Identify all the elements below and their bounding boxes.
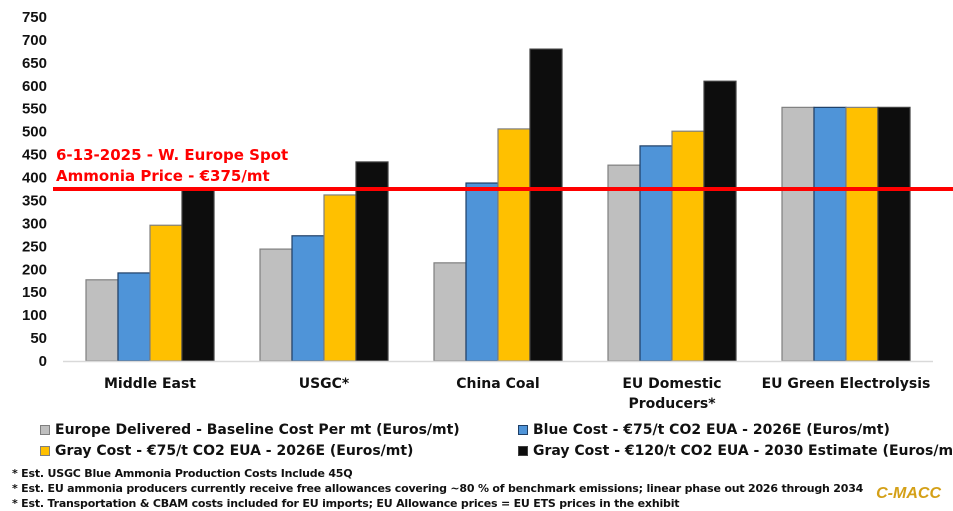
y-tick-label: 750 xyxy=(22,9,47,26)
bar-0-0 xyxy=(85,279,119,362)
x-tick-label: Producers* xyxy=(628,396,716,412)
bar-1-3 xyxy=(355,161,389,362)
bar-4-2 xyxy=(845,106,879,362)
legend-label: Gray Cost - €75/t CO2 EUA - 2026E (Euros… xyxy=(55,443,414,459)
legend-label: Europe Delivered - Baseline Cost Per mt … xyxy=(55,422,460,438)
bar-3-2 xyxy=(671,130,705,362)
footnote: * Est. Transportation & CBAM costs inclu… xyxy=(12,497,680,510)
x-tick-label: EU Green Electrolysis xyxy=(762,376,931,392)
y-tick-label: 300 xyxy=(22,215,47,232)
y-tick-label: 150 xyxy=(22,284,47,301)
y-tick-label: 450 xyxy=(22,147,47,164)
brand-logo: C-MACC xyxy=(876,485,941,502)
y-tick-label: 50 xyxy=(30,330,47,347)
x-tick-label: EU Domestic xyxy=(622,376,721,392)
bar-1-2 xyxy=(323,194,357,362)
legend-item-gray-2030: Gray Cost - €120/t CO2 EUA - 2030 Estima… xyxy=(518,443,953,459)
y-tick-label: 100 xyxy=(22,307,47,324)
bar-4-0 xyxy=(781,106,815,362)
y-tick-label: 0 xyxy=(39,353,47,370)
legend-swatch-black xyxy=(518,446,528,456)
x-tick-label: Middle East xyxy=(104,376,196,392)
legend-item-blue: Blue Cost - €75/t CO2 EUA - 2026E (Euros… xyxy=(518,422,890,438)
y-tick-label: 700 xyxy=(22,32,47,49)
legend-item-gray-2026: Gray Cost - €75/t CO2 EUA - 2026E (Euros… xyxy=(40,443,413,459)
x-axis-labels: Middle East USGC* China Coal EU Domestic Pro… xyxy=(104,376,930,412)
bars xyxy=(85,48,911,362)
legend-label: Blue Cost - €75/t CO2 EUA - 2026E (Euros… xyxy=(533,422,890,438)
legend-label: Gray Cost - €120/t CO2 EUA - 2030 Estima… xyxy=(533,443,953,459)
y-tick-label: 200 xyxy=(22,261,47,278)
bar-4-1 xyxy=(813,106,847,362)
reference-line-label-line-1: 6-13-2025 - W. Europe Spot xyxy=(56,146,288,164)
bar-chart: 0 50 100 150 200 250 300 350 400 450 500 550 600 650 7… xyxy=(22,9,953,412)
reference-line-label-line-2: Ammonia Price - €375/mt xyxy=(56,167,270,185)
bar-2-2 xyxy=(497,128,531,362)
bar-0-1 xyxy=(117,272,151,362)
x-tick-label: China Coal xyxy=(456,376,539,392)
y-tick-label: 650 xyxy=(22,55,47,72)
bar-2-3 xyxy=(529,48,563,362)
bar-2-1 xyxy=(465,182,499,362)
legend-item-baseline: Europe Delivered - Baseline Cost Per mt … xyxy=(40,422,460,438)
bar-3-3 xyxy=(703,80,737,362)
bar-2-0 xyxy=(433,262,467,362)
bar-0-2 xyxy=(149,224,183,362)
legend-swatch-blue xyxy=(518,425,528,435)
footnote: * Est. USGC Blue Ammonia Production Cost… xyxy=(12,467,353,480)
legend-swatch-gray xyxy=(40,425,50,435)
footnote: * Est. EU ammonia producers currently re… xyxy=(12,482,864,495)
y-tick-label: 250 xyxy=(22,238,47,255)
bar-4-3 xyxy=(877,106,911,362)
y-tick-label: 350 xyxy=(22,192,47,209)
bar-1-1 xyxy=(291,235,325,362)
bar-1-0 xyxy=(259,248,293,362)
y-tick-label: 400 xyxy=(22,170,47,187)
y-axis: 0 50 100 150 200 250 300 350 400 450 500 550 600 650 7… xyxy=(22,9,47,370)
y-tick-label: 550 xyxy=(22,101,47,118)
bar-3-1 xyxy=(639,145,673,362)
y-tick-label: 500 xyxy=(22,124,47,141)
bar-0-3 xyxy=(181,189,215,362)
x-tick-label: USGC* xyxy=(299,376,350,392)
y-tick-label: 600 xyxy=(22,78,47,95)
bar-3-0 xyxy=(607,164,641,362)
legend-swatch-yellow xyxy=(40,446,50,456)
